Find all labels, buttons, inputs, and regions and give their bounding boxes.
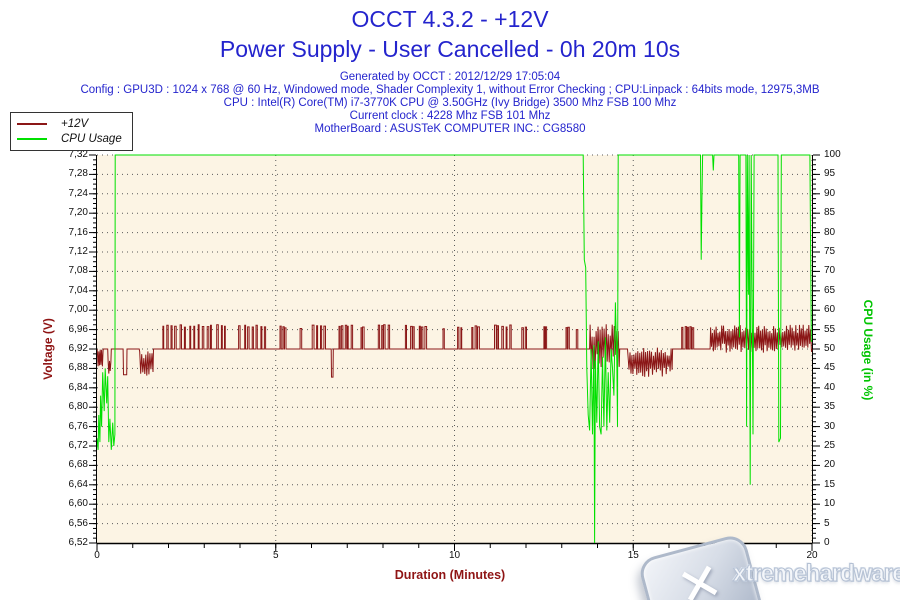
legend: +12V CPU Usage bbox=[10, 112, 133, 151]
legend-swatch-cpu-usage bbox=[17, 137, 47, 140]
info-line-clock: Current clock : 4228 Mhz FSB 101 Mhz bbox=[349, 110, 551, 122]
legend-label-12v: +12V bbox=[61, 117, 89, 130]
legend-item-12v: +12V bbox=[17, 116, 122, 131]
chart-title: OCCT 4.3.2 - +12V bbox=[351, 6, 549, 32]
info-line-generated: Generated by OCCT : 2012/12/29 17:05:04 bbox=[339, 71, 561, 83]
x-axis-title: Duration (Minutes) bbox=[394, 568, 506, 582]
left-axis-title: Voltage (V) bbox=[41, 318, 55, 380]
legend-item-cpu-usage: CPU Usage bbox=[17, 131, 122, 146]
info-line-config: Config : GPU3D : 1024 x 768 @ 60 Hz, Win… bbox=[80, 84, 820, 96]
right-axis-title: CPU Usage (in %) bbox=[861, 299, 875, 401]
info-line-cpu: CPU : Intel(R) Core(TM) i7-3770K CPU @ 3… bbox=[223, 97, 677, 109]
info-line-motherboard: MotherBoard : ASUSTeK COMPUTER INC.: CG8… bbox=[314, 123, 586, 135]
chart-subtitle: Power Supply - User Cancelled - 0h 20m 1… bbox=[219, 36, 681, 62]
legend-label-cpu-usage: CPU Usage bbox=[61, 132, 122, 145]
legend-swatch-12v bbox=[17, 122, 47, 125]
